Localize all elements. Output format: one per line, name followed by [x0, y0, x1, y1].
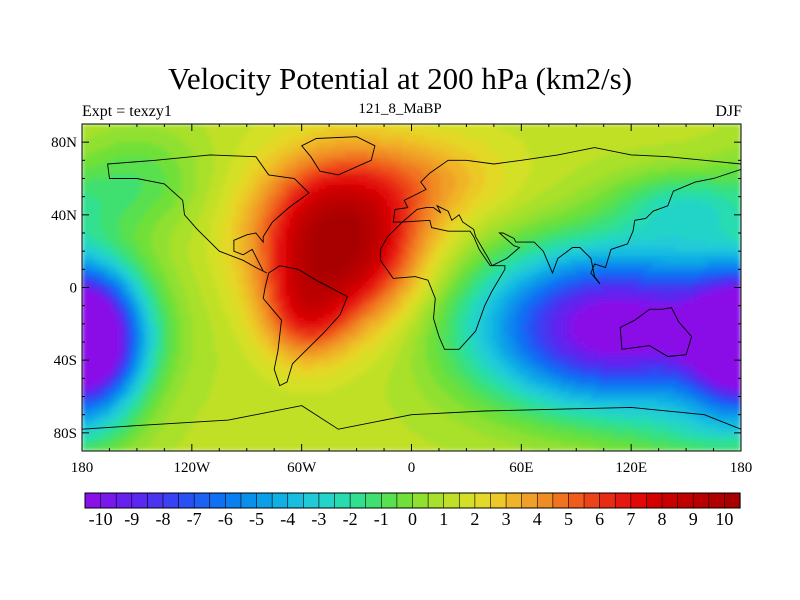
- colorbar-swatch: [474, 492, 492, 509]
- colorbar-swatch: [240, 492, 258, 509]
- colorbar-swatch: [334, 492, 351, 509]
- experiment-label: Expt = texzy1: [82, 103, 172, 120]
- colorbar-swatch: [708, 492, 726, 509]
- colorbar-frame: [84, 492, 741, 509]
- colorbar-swatch: [365, 492, 382, 509]
- colorbar-swatch: [162, 492, 180, 509]
- x-tick-label: 0: [408, 460, 416, 476]
- colorbar-swatch: [256, 492, 273, 509]
- y-tick-label: 80N: [51, 135, 77, 151]
- colorbar-swatch: [443, 492, 460, 509]
- colorbar: -10 -9 -8 -7 -6 -5 -4 -3 -2 -1 0 1 2 3 4 5 6 7 8 9 10: [84, 492, 741, 529]
- colorbar-swatch: [505, 492, 523, 509]
- colorbar-label: 6: [595, 509, 604, 529]
- x-tick-label: 180: [730, 460, 753, 476]
- colorbar-swatch: [568, 492, 585, 509]
- colorbar-swatch: [427, 492, 445, 509]
- colorbar-swatch: [349, 492, 367, 509]
- colorbar-swatch: [193, 492, 211, 509]
- colorbar-label: -8: [155, 509, 170, 529]
- x-axis: 180 120W 60W 0 60E 120E 180: [71, 124, 753, 476]
- colorbar-swatch: [271, 492, 289, 509]
- colorbar-swatch: [381, 492, 398, 509]
- y-tick-label: 40N: [51, 208, 77, 224]
- colorbar-label: 3: [502, 509, 511, 529]
- colorbar-label: -2: [343, 509, 358, 529]
- colorbar-label: -10: [89, 509, 113, 529]
- colorbar-swatch: [115, 492, 133, 509]
- velocity-potential-field: [82, 124, 741, 451]
- colorbar-swatch: [100, 492, 117, 509]
- colorbar-label: 0: [408, 509, 417, 529]
- colorbar-swatch: [677, 492, 694, 509]
- colorbar-swatch: [147, 492, 164, 509]
- x-tick-label: 120E: [615, 460, 647, 476]
- colorbar-label: -4: [280, 509, 295, 529]
- colorbar-swatch: [396, 492, 414, 509]
- colorbar-swatch: [536, 492, 554, 509]
- colorbar-label: -1: [374, 509, 389, 529]
- colorbar-label: -3: [311, 509, 326, 529]
- x-tick-label: 120W: [173, 460, 211, 476]
- colorbar-label: 7: [626, 509, 635, 529]
- colorbar-label: 8: [658, 509, 667, 529]
- chart-title: Velocity Potential at 200 hPa (km2/s): [167, 61, 633, 96]
- colorbar-label: -6: [218, 509, 233, 529]
- colorbar-swatch: [178, 492, 195, 509]
- land-outlines: [82, 136, 741, 430]
- colorbar-label: 4: [533, 509, 542, 529]
- y-tick-label: 40S: [54, 353, 77, 369]
- colorbar-swatch: [614, 492, 632, 509]
- colorbar-swatch: [490, 492, 507, 509]
- y-axis: 80N 40N 0 40S 80S: [51, 135, 741, 442]
- colorbar-swatch: [303, 492, 320, 509]
- colorbar-swatch: [583, 492, 601, 509]
- colorbar-label: -5: [249, 509, 264, 529]
- colorbar-swatch: [552, 492, 570, 509]
- colorbar-label: 1: [439, 509, 448, 529]
- x-tick-label: 180: [71, 460, 94, 476]
- colorbar-swatch: [458, 492, 476, 509]
- colorbar-swatch: [412, 492, 429, 509]
- y-tick-label: 80S: [54, 426, 77, 442]
- colorbar-swatch: [287, 492, 304, 509]
- colorbar-swatch: [661, 492, 679, 509]
- colorbar-swatch: [225, 492, 242, 509]
- x-tick-label: 60E: [509, 460, 533, 476]
- colorbar-label: 9: [689, 509, 698, 529]
- colorbar-label: -7: [187, 509, 202, 529]
- colorbar-swatch: [84, 492, 102, 509]
- colorbar-swatch: [630, 492, 648, 509]
- x-tick-label: 60W: [287, 460, 317, 476]
- colorbar-label: -9: [124, 509, 139, 529]
- colorbar-swatch: [724, 492, 741, 509]
- run-label: 121_8_MaBP: [358, 101, 442, 117]
- colorbar-label: 10: [715, 509, 733, 529]
- colorbar-swatch: [318, 492, 336, 509]
- colorbar-label: 2: [470, 509, 479, 529]
- colorbar-swatch: [599, 492, 616, 509]
- colorbar-label: 5: [564, 509, 573, 529]
- season-label: DJF: [715, 103, 742, 120]
- colorbar-swatch: [209, 492, 226, 509]
- colorbar-swatch: [521, 492, 538, 509]
- colorbar-swatch: [692, 492, 710, 509]
- colorbar-swatch: [131, 492, 148, 509]
- field-layer: [82, 124, 741, 451]
- y-tick-label: 0: [70, 281, 78, 297]
- colorbar-swatch: [646, 492, 663, 509]
